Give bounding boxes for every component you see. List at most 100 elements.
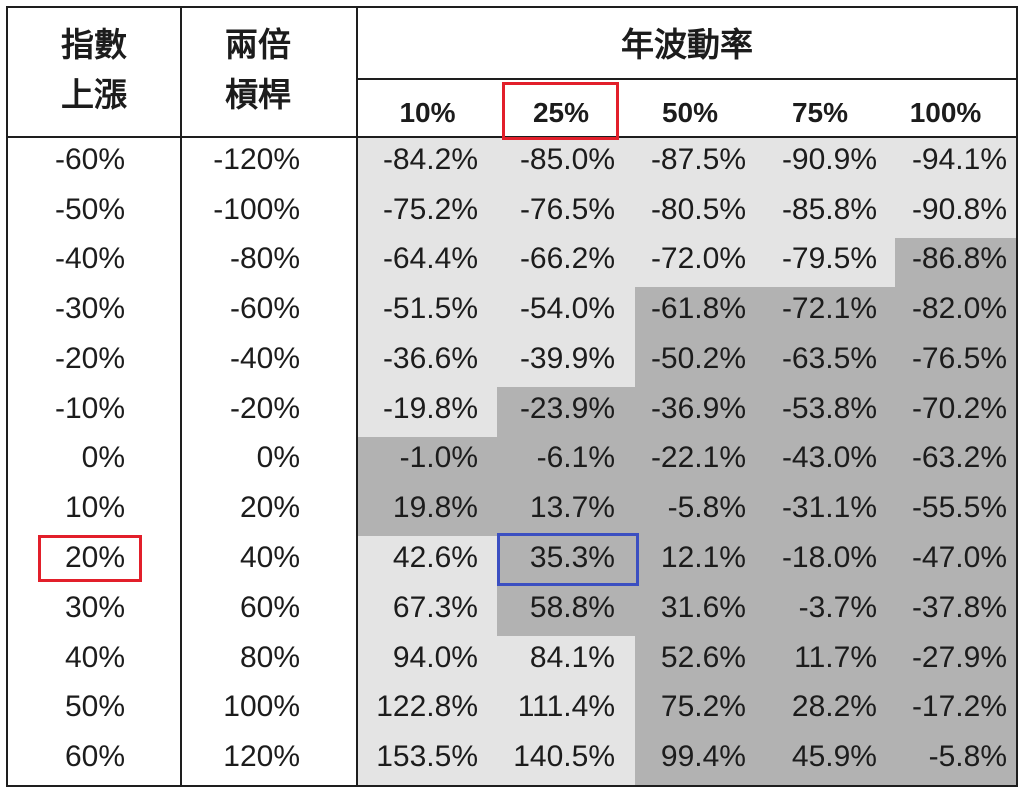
table-cell: -90.9% xyxy=(765,138,895,188)
table-cell: -1.0% xyxy=(358,436,497,487)
table-cell: -23.9% xyxy=(497,386,635,437)
row-label-leveraged-return: 20% xyxy=(182,486,358,537)
table-cell: -50.2% xyxy=(635,337,765,387)
header-volatility-50-pct: 50% xyxy=(635,80,765,138)
row-label-leveraged-return: -40% xyxy=(182,337,358,387)
row-label-index-change: 30% xyxy=(8,585,182,636)
table-cell: 52.6% xyxy=(635,635,765,686)
table-cell: 12.1% xyxy=(635,536,765,586)
table-cell: 19.8% xyxy=(358,486,497,537)
header-leveraged-line-1: 兩倍 xyxy=(225,25,291,64)
header-volatility-25-pct: 25% xyxy=(497,80,635,140)
table-cell: -63.5% xyxy=(765,337,895,387)
header-annual-volatility: 年波動率 xyxy=(358,8,1016,80)
table-cell: -79.5% xyxy=(765,237,895,288)
table-cell: -64.4% xyxy=(358,237,497,288)
table-cell: 45.9% xyxy=(765,735,895,785)
table-cell: 84.1% xyxy=(497,635,635,686)
table-cell: -87.5% xyxy=(635,138,765,188)
table-cell: -53.8% xyxy=(765,386,895,437)
table-cell: 67.3% xyxy=(358,585,497,636)
header-volatility-100-pct: 100% xyxy=(895,80,1016,138)
row-label-index-change: 20% xyxy=(8,535,182,586)
table-cell: 75.2% xyxy=(635,685,765,736)
table-cell: -17.2% xyxy=(895,685,1016,736)
table-cell: 31.6% xyxy=(635,585,765,636)
table-cell: -55.5% xyxy=(895,486,1016,537)
table-cell: -80.5% xyxy=(635,187,765,238)
table-cell: -47.0% xyxy=(895,536,1016,586)
table-cell: 28.2% xyxy=(765,685,895,736)
table-cell: -70.2% xyxy=(895,386,1016,437)
table-cell: 11.7% xyxy=(765,635,895,686)
row-label-leveraged-return: 100% xyxy=(182,685,358,736)
table-cell: -82.0% xyxy=(895,287,1016,338)
table-cell: -37.8% xyxy=(895,585,1016,636)
table-cell: -85.8% xyxy=(765,187,895,238)
table-cell: 153.5% xyxy=(358,735,497,785)
table-cell: -27.9% xyxy=(895,635,1016,686)
row-label-index-change: 60% xyxy=(8,735,182,785)
table-cell: -63.2% xyxy=(895,436,1016,487)
row-label-leveraged-return: 80% xyxy=(182,635,358,686)
table-cell: 99.4% xyxy=(635,735,765,785)
row-label-leveraged-return: -20% xyxy=(182,386,358,437)
row-label-index-change: -10% xyxy=(8,386,182,437)
row-label-leveraged-return: -60% xyxy=(182,287,358,338)
row-label-index-change: 50% xyxy=(8,685,182,736)
row-label-leveraged-return: -100% xyxy=(182,187,358,238)
table-cell: -36.6% xyxy=(358,337,497,387)
table-cell: -66.2% xyxy=(497,237,635,288)
header-volatility-10-pct: 10% xyxy=(358,80,497,138)
table-cell: -76.5% xyxy=(895,337,1016,387)
table-frame: 指數 上漲 兩倍 槓桿 年波動率 10% 25% 50% 75% 100% -60% -12… xyxy=(6,6,1018,787)
row-label-leveraged-return: -120% xyxy=(182,138,358,188)
row-label-leveraged-return: 40% xyxy=(182,536,358,586)
table-cell: -72.0% xyxy=(635,237,765,288)
header-leveraged-line-2: 槓桿 xyxy=(225,75,291,114)
table-cell: -94.1% xyxy=(895,138,1016,188)
table-cell: -84.2% xyxy=(358,138,497,188)
table-cell: -5.8% xyxy=(895,735,1016,785)
row-label-index-change: -50% xyxy=(8,187,182,238)
row-label-leveraged-return: 0% xyxy=(182,436,358,487)
row-label-index-change: 10% xyxy=(8,486,182,537)
table-cell: -51.5% xyxy=(358,287,497,338)
header-index-change-line-2: 上漲 xyxy=(61,75,127,114)
table-cell: -19.8% xyxy=(358,386,497,437)
table-cell: -85.0% xyxy=(497,138,635,188)
row-label-leveraged-return: 60% xyxy=(182,585,358,636)
table-cell: -18.0% xyxy=(765,536,895,586)
table-cell: -90.8% xyxy=(895,187,1016,238)
table-cell: -75.2% xyxy=(358,187,497,238)
highlight-box-blue xyxy=(497,533,639,587)
table-cell: 111.4% xyxy=(497,685,635,736)
table-cell: -31.1% xyxy=(765,486,895,537)
header-index-change: 指數 上漲 xyxy=(8,8,182,138)
table-cell: -5.8% xyxy=(635,486,765,537)
table-cell: -76.5% xyxy=(497,187,635,238)
row-label-index-change: -60% xyxy=(8,138,182,188)
table-cell: -36.9% xyxy=(635,386,765,437)
table-cell: 122.8% xyxy=(358,685,497,736)
table-cell: 58.8% xyxy=(497,585,635,636)
table-cell: -86.8% xyxy=(895,237,1016,288)
table-cell: 94.0% xyxy=(358,635,497,686)
highlight-box-red xyxy=(502,82,619,140)
table-cell: 42.6% xyxy=(358,536,497,586)
table-cell: -61.8% xyxy=(635,287,765,338)
table-cell: 140.5% xyxy=(497,735,635,785)
header-leveraged-2x: 兩倍 槓桿 xyxy=(182,8,358,138)
row-label-index-change: -30% xyxy=(8,287,182,338)
table-cell: -3.7% xyxy=(765,585,895,636)
highlight-box-red xyxy=(38,535,142,583)
header-volatility-75-pct: 75% xyxy=(765,80,895,138)
row-label-index-change: -20% xyxy=(8,337,182,387)
leveraged-return-table: 指數 上漲 兩倍 槓桿 年波動率 10% 25% 50% 75% 100% -60% -12… xyxy=(8,8,1016,785)
table-cell: -39.9% xyxy=(497,337,635,387)
table-cell: -72.1% xyxy=(765,287,895,338)
table-cell: 35.3% xyxy=(497,533,639,587)
table-cell: 13.7% xyxy=(497,486,635,537)
table-cell: -6.1% xyxy=(497,436,635,487)
row-label-leveraged-return: -80% xyxy=(182,237,358,288)
